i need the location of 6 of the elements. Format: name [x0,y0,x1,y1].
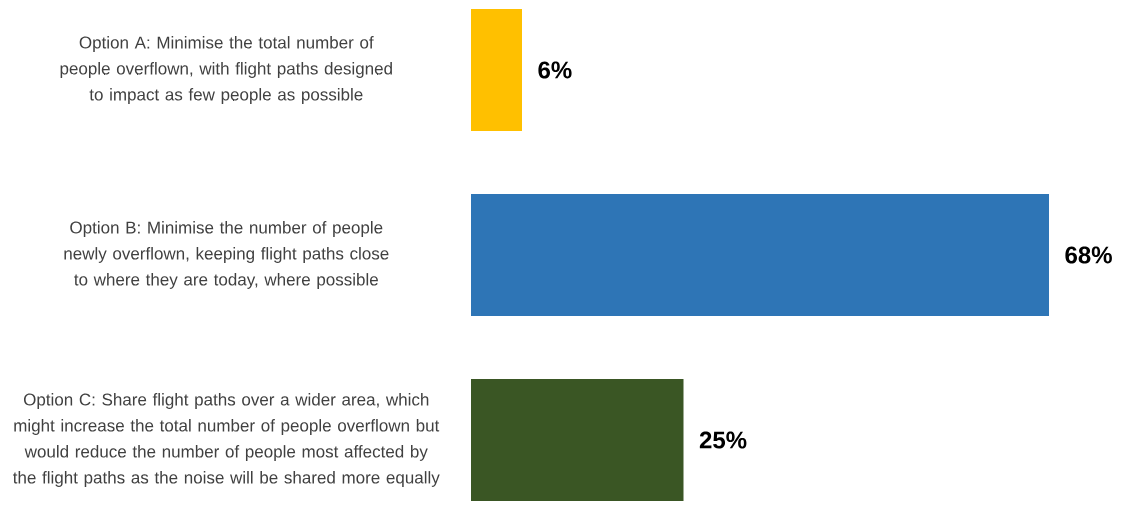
data-label: 6% [538,61,572,79]
data-label: 68% [1065,246,1112,264]
y-tick-label: Option B: Minimise the number of people newly overflown, keeping flight paths close to where they are today, where possible [64,221,389,289]
y-tick-label: Option A: Minimise the total number of people overflown, with flight paths designed to impact as few people as possible [60,36,392,104]
data-label: 25% [699,431,747,449]
y-tick-label: Option C: Share flight paths over a wider area, which might increase the total number of people overflown but would reduce the number of people most affected by the flight paths as the noise will be shared more equally [12,393,440,487]
